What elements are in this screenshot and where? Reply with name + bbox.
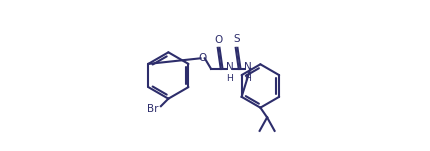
Text: H: H: [244, 74, 251, 83]
Text: H: H: [226, 74, 233, 83]
Text: N: N: [243, 62, 251, 72]
Text: O: O: [198, 53, 206, 63]
Text: S: S: [233, 34, 239, 44]
Text: N: N: [225, 62, 233, 72]
Text: O: O: [214, 35, 222, 45]
Text: Br: Br: [147, 104, 158, 114]
